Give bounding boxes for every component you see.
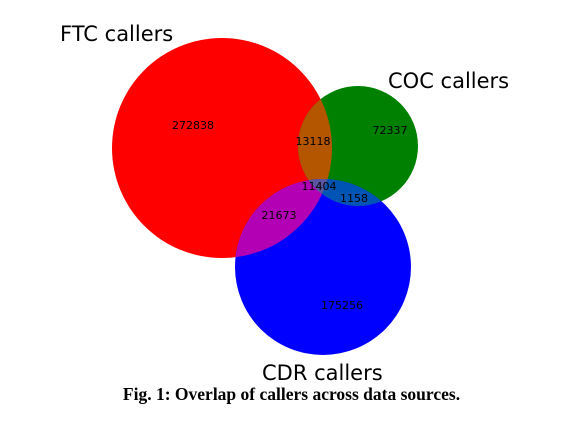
ftc-set-label: FTC callers <box>60 22 173 46</box>
cdr-only-count: 175256 <box>321 299 363 312</box>
coc-cdr-count: 1158 <box>340 192 368 205</box>
coc-only-count: 72337 <box>373 124 408 137</box>
all-three-count: 11404 <box>302 180 337 193</box>
ftc-only-count: 272838 <box>172 119 214 132</box>
cdr-set-label: CDR callers <box>262 361 383 385</box>
ftc-cdr-count: 21673 <box>262 209 297 222</box>
coc-set-label: COC callers <box>388 69 509 93</box>
ftc-coc-count: 13118 <box>296 135 331 148</box>
ftc-cdr-overlap <box>235 179 332 258</box>
figure-caption: Fig. 1: Overlap of callers across data s… <box>122 384 461 404</box>
